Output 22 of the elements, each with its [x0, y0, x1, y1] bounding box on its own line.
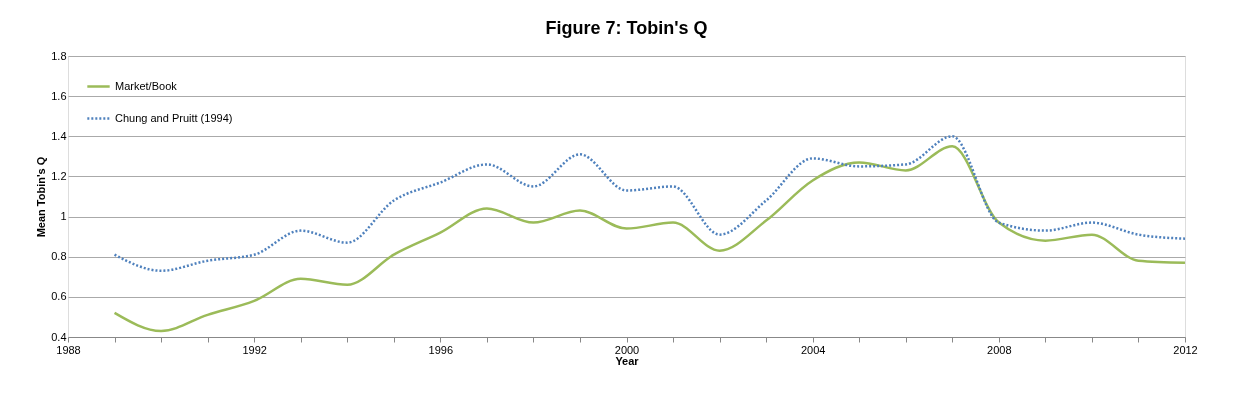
x-tick-label: 2012	[1173, 343, 1198, 356]
y-tick-label: 0.4	[51, 330, 67, 343]
y-axis-title: Mean Tobin's Q	[35, 156, 48, 238]
y-tick-label: 1	[60, 210, 67, 223]
y-tick-label: 1.4	[51, 129, 67, 142]
x-tick-label: 2004	[800, 343, 826, 356]
line-series	[113, 135, 1187, 273]
legend-label: Chung and Pruitt (1994)	[115, 111, 233, 124]
x-tick-label: 2000	[614, 343, 640, 356]
legend-label: Market/Book	[115, 79, 178, 92]
x-tick-label: 2008	[987, 343, 1012, 356]
x-tick-label: 1996	[428, 343, 454, 356]
y-tick-label: 1.6	[51, 89, 67, 102]
x-tick-label: 1992	[242, 343, 267, 356]
y-tick-label: 0.8	[51, 250, 67, 263]
y-tick-label: 1.2	[51, 169, 67, 182]
x-tick-label: 1988	[56, 343, 81, 356]
chart-title: Figure 7: Tobin's Q	[545, 18, 708, 38]
line-series	[113, 145, 1187, 333]
x-axis-title: Year	[615, 354, 640, 367]
y-tick-label: 0.6	[51, 290, 67, 303]
y-tick-label: 1.8	[51, 49, 67, 62]
